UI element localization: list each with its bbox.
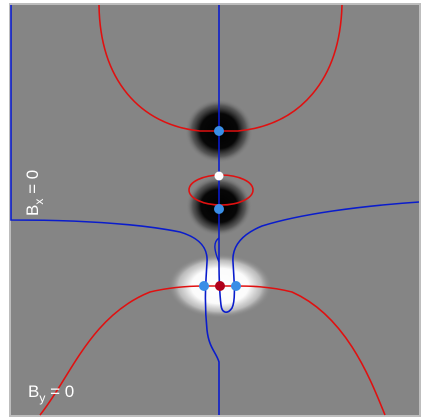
blue-contour-right [218, 5, 420, 313]
bx-label-subscript: x [32, 199, 46, 205]
blue-contour-left-edge [10, 5, 220, 415]
red-null-point-bottom-center [215, 281, 225, 291]
by-label-letter: B [28, 382, 39, 401]
by-label-subscript: y [39, 391, 45, 405]
white-null-point-middle [214, 171, 224, 181]
blue-null-point-top [214, 126, 224, 136]
bx-label-equals: = 0 [23, 170, 42, 199]
by-label-equals: = 0 [45, 382, 74, 401]
bx-label-letter: B [23, 205, 42, 216]
red-contour-top-arc [98, 4, 343, 132]
svg-text:Bx = 0: Bx = 0 [23, 170, 46, 216]
blue-null-point-bottom-right [231, 281, 241, 291]
bx-zero-label: Bx = 0 [23, 170, 46, 216]
blue-null-point-bottom-left [199, 281, 209, 291]
blue-contour-inner-left [214, 237, 220, 263]
svg-text:By = 0: By = 0 [28, 382, 74, 405]
by-zero-label: By = 0 [28, 382, 74, 405]
blue-null-point-middle [214, 204, 224, 214]
